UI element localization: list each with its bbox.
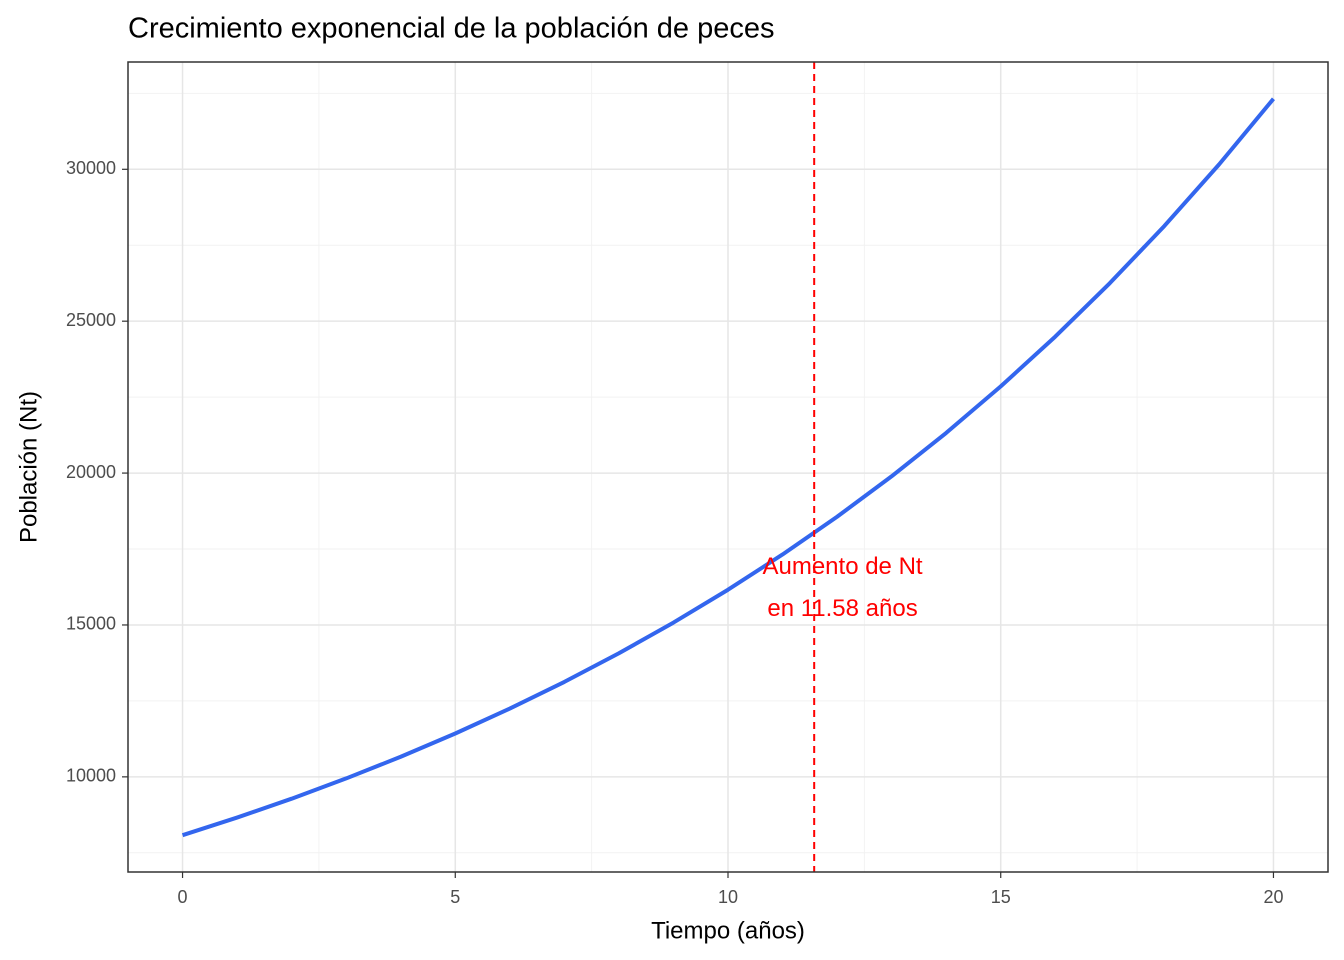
y-tick-label: 25000 (66, 310, 116, 330)
annotation: Aumento de Nt (762, 553, 922, 580)
y-tick-label: 15000 (66, 614, 116, 634)
x-axis-title: Tiempo (años) (651, 917, 805, 944)
plot-border (127, 61, 1329, 873)
line (181, 97, 1275, 838)
x-tick-label: 10 (718, 887, 738, 907)
x-tick-label: 0 (178, 887, 188, 907)
chart-title: Crecimiento exponencial de la población … (128, 13, 774, 45)
y-tick-label: 20000 (66, 462, 116, 482)
x-tick-label: 5 (450, 887, 460, 907)
y-axis-title: Población (Nt) (15, 391, 42, 543)
x-tick-label: 20 (1263, 887, 1283, 907)
y-tick-label: 10000 (66, 766, 116, 786)
annotation: en 11.58 años (767, 595, 917, 622)
y-tick-label: 30000 (66, 158, 116, 178)
x-tick-label: 15 (991, 887, 1011, 907)
